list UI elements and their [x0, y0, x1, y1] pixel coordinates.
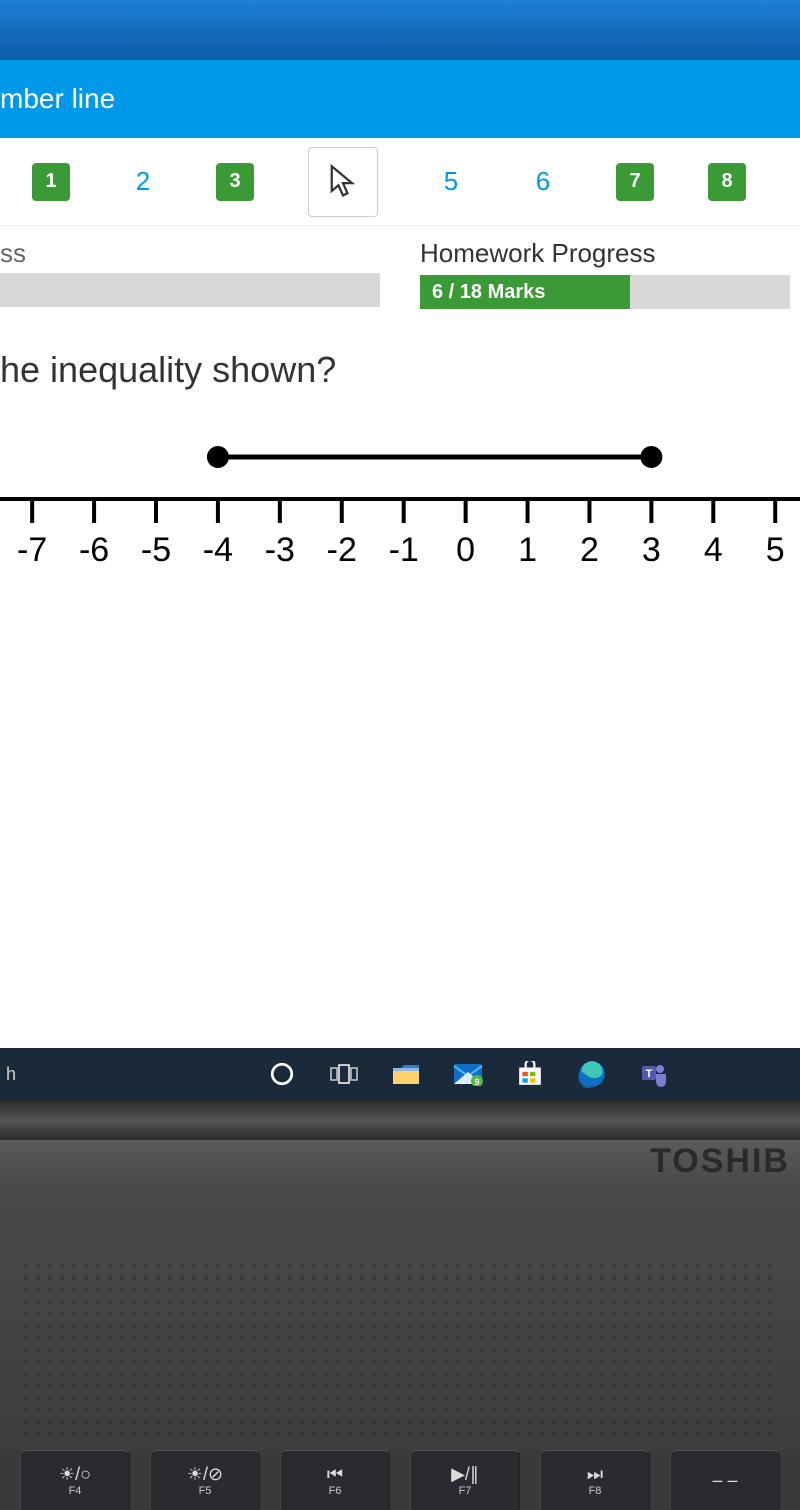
teams-icon: T	[640, 1060, 668, 1088]
taskbar-store[interactable]	[508, 1052, 552, 1096]
speaker-grille	[20, 1260, 780, 1440]
svg-text:5: 5	[766, 531, 785, 569]
homework-progress-label: Homework Progress	[420, 234, 800, 275]
tab-current[interactable]	[308, 147, 378, 217]
progress-left-bar	[0, 273, 380, 307]
key-F4[interactable]: ☀/○F4	[20, 1450, 130, 1510]
tab-3[interactable]: 3	[216, 163, 254, 201]
edge-icon	[578, 1060, 606, 1088]
tab-8[interactable]: 8	[708, 163, 746, 201]
homework-progress-fill: 6 / 18 Marks	[420, 275, 630, 309]
page-title: mber line	[0, 83, 115, 115]
cortana-icon	[269, 1061, 295, 1087]
svg-text:-1: -1	[389, 531, 419, 569]
tab-5[interactable]: 5	[432, 163, 470, 201]
number-line: -7 -6 -5 -4 -3 -2 -1 0 1 2 3 4 5	[0, 427, 800, 587]
tab-6[interactable]: 6	[524, 163, 562, 201]
laptop-brand: TOSHIB	[650, 1142, 790, 1181]
taskview-icon	[330, 1064, 358, 1084]
key-F7[interactable]: ▶/∥F7	[410, 1450, 520, 1510]
svg-text:1: 1	[518, 531, 537, 569]
progress-left-label: ss	[0, 234, 420, 273]
svg-text:9: 9	[474, 1077, 479, 1086]
search-text: h	[6, 1064, 16, 1085]
svg-text:T: T	[646, 1068, 653, 1080]
key-fn[interactable]: – –	[670, 1450, 780, 1510]
taskbar-mail[interactable]: 9	[446, 1052, 490, 1096]
store-icon	[517, 1061, 543, 1087]
taskbar-taskview[interactable]	[322, 1052, 366, 1096]
svg-text:-5: -5	[141, 531, 171, 569]
svg-text:-3: -3	[265, 531, 295, 569]
page-header: mber line	[0, 60, 800, 138]
windows-taskbar[interactable]: h 9 T	[0, 1048, 800, 1100]
tab-7[interactable]: 7	[616, 163, 654, 201]
key-F6[interactable]: ⏮F6	[280, 1450, 390, 1510]
progress-row: ss Homework Progress 6 / 18 Marks	[0, 234, 800, 309]
svg-text:-7: -7	[17, 531, 47, 569]
explorer-icon	[391, 1062, 421, 1086]
taskbar-edge[interactable]	[570, 1052, 614, 1096]
taskbar-search[interactable]: h	[0, 1048, 60, 1100]
key-F5[interactable]: ☀/⊘F5	[150, 1450, 260, 1510]
svg-text:-2: -2	[327, 531, 357, 569]
mail-icon: 9	[453, 1062, 483, 1086]
question-tabs: 1 2 3 5 6 7 8	[0, 138, 800, 226]
laptop-hinge	[0, 1100, 800, 1140]
laptop-chassis: TOSHIB ☀/○F4 ☀/⊘F5 ⏮F6 ▶/∥F7 ⏭F8 – –	[0, 1100, 800, 1510]
svg-text:-6: -6	[79, 531, 109, 569]
key-F8[interactable]: ⏭F8	[540, 1450, 650, 1510]
taskbar-cortana[interactable]	[260, 1052, 304, 1096]
question-text: he inequality shown?	[0, 349, 800, 391]
svg-text:-4: -4	[203, 531, 233, 569]
cursor-icon	[329, 164, 357, 200]
taskbar-teams[interactable]: T	[632, 1052, 676, 1096]
function-key-row: ☀/○F4 ☀/⊘F5 ⏮F6 ▶/∥F7 ⏭F8 – –	[0, 1450, 800, 1510]
tab-2[interactable]: 2	[124, 163, 162, 201]
marks-text: 6 / 18 Marks	[432, 281, 545, 304]
svg-text:4: 4	[704, 531, 723, 569]
taskbar-explorer[interactable]	[384, 1052, 428, 1096]
desktop-top-bar	[0, 0, 800, 60]
svg-text:2: 2	[580, 531, 599, 569]
tab-1[interactable]: 1	[32, 163, 70, 201]
svg-text:0: 0	[456, 531, 475, 569]
svg-text:3: 3	[642, 531, 661, 569]
homework-progress-bar: 6 / 18 Marks	[420, 275, 790, 309]
